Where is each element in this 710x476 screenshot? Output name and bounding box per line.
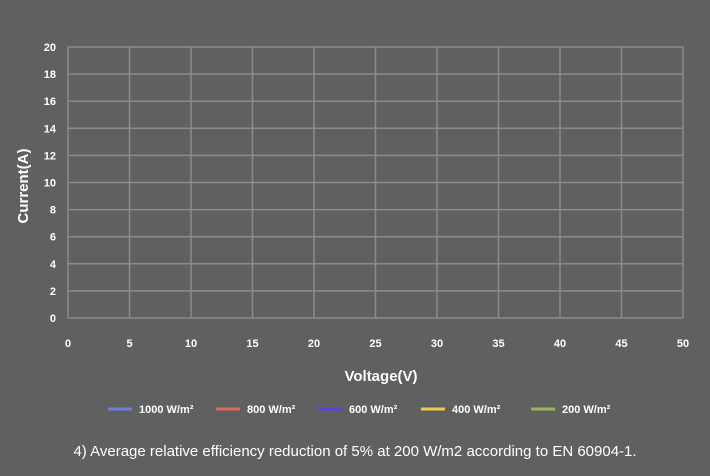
- y-tick-label: 0: [50, 313, 56, 325]
- legend-label: 1000 W/m²: [139, 404, 194, 416]
- x-tick-label: 50: [677, 338, 689, 350]
- x-tick-label: 0: [65, 338, 71, 350]
- y-tick-label: 12: [44, 150, 56, 162]
- y-axis-ticks: 0 2 4 6 8 10 12 14 16 18 20: [44, 42, 57, 325]
- x-tick-label: 20: [308, 338, 320, 350]
- legend-label: 400 W/m²: [452, 404, 501, 416]
- y-tick-label: 20: [44, 42, 56, 54]
- y-axis-title: Current(A): [15, 149, 32, 224]
- y-tick-label: 8: [50, 205, 56, 217]
- chart-grid: [67, 46, 684, 319]
- y-tick-label: 10: [44, 178, 56, 190]
- x-tick-label: 30: [431, 338, 443, 350]
- x-tick-label: 45: [615, 338, 627, 350]
- x-tick-label: 40: [554, 338, 566, 350]
- x-tick-label: 5: [126, 338, 132, 350]
- legend-label: 600 W/m²: [349, 404, 398, 416]
- x-tick-label: 35: [492, 338, 504, 350]
- y-tick-label: 16: [44, 96, 56, 108]
- chart-legend: 1000 W/m² 800 W/m² 600 W/m² 400 W/m² 200 W/m…: [108, 404, 611, 416]
- footnote: 4) Average relative efficiency reduction…: [73, 443, 637, 460]
- y-tick-label: 14: [44, 123, 57, 135]
- y-tick-label: 6: [50, 232, 56, 244]
- x-axis-title: Voltage(V): [344, 368, 417, 385]
- legend-label: 800 W/m²: [247, 404, 296, 416]
- legend-label: 200 W/m²: [562, 404, 611, 416]
- y-tick-label: 4: [50, 259, 57, 271]
- y-tick-label: 18: [44, 69, 56, 81]
- y-tick-label: 2: [50, 286, 56, 298]
- x-tick-label: 25: [369, 338, 381, 350]
- x-axis-ticks: 0 5 10 15 20 25 30 35 40 45 50: [65, 338, 689, 350]
- x-tick-label: 10: [185, 338, 197, 350]
- x-tick-label: 15: [246, 338, 258, 350]
